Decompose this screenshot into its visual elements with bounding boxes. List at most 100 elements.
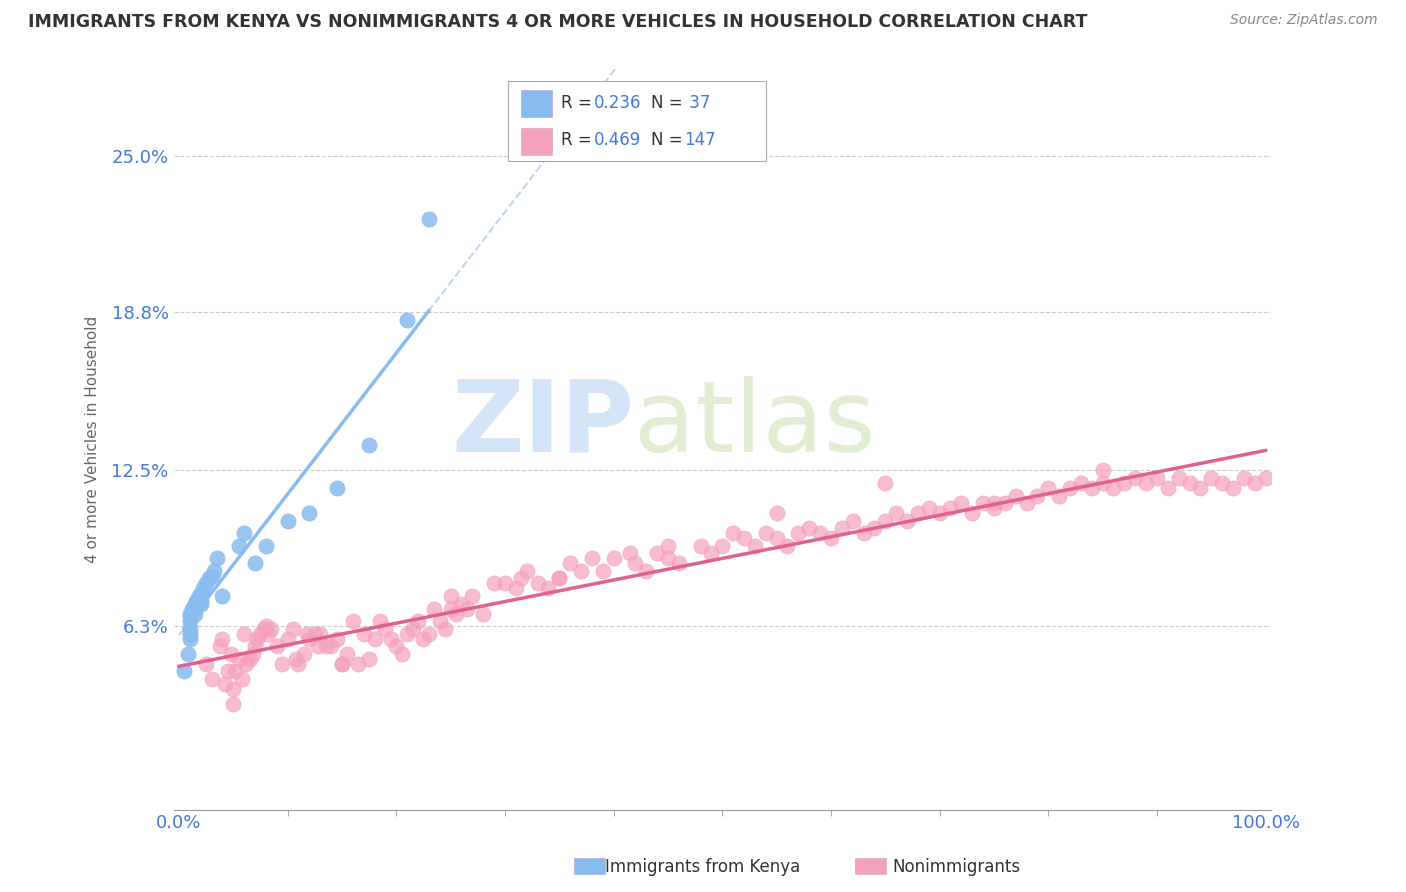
Point [537,582,560,596]
Text: 37: 37 [683,94,710,112]
Bar [522,128,553,154]
Point [960,506,983,520]
Point [186,594,208,608]
Point [325,481,347,495]
Point [619,546,641,560]
Point [505,582,527,596]
Point [374,622,396,636]
Text: Nonimmigrants: Nonimmigrants [891,858,1021,876]
Point [181,601,204,615]
Point [1091,475,1114,490]
Point [179,607,201,621]
Point [482,576,505,591]
Point [359,438,381,452]
Point [191,582,214,596]
Point [592,564,614,578]
Point [233,526,256,541]
Point [309,626,332,640]
Point [983,496,1005,510]
Point [1026,489,1049,503]
Point [1222,481,1244,495]
Point [187,591,209,606]
Point [1059,481,1081,495]
Point [295,626,318,640]
Point [516,564,538,578]
Point [875,514,897,528]
Point [242,647,264,661]
Point [1167,471,1189,485]
Point [636,564,658,578]
Point [184,597,207,611]
Point [787,526,810,541]
Point [396,626,419,640]
Point [765,531,787,545]
Point [841,514,863,528]
Y-axis label: 4 or more Vehicles in Household: 4 or more Vehicles in Household [86,316,100,563]
Point [950,496,973,510]
Point [228,652,250,666]
Point [298,506,321,520]
Point [1135,475,1157,490]
Point [176,647,198,661]
Point [548,571,571,585]
Point [187,589,209,603]
Point [214,677,236,691]
Point [219,647,242,661]
Point [246,632,269,646]
Point [668,557,690,571]
Point [281,622,304,636]
Point [1243,475,1265,490]
Point [260,622,283,636]
Point [233,626,256,640]
Point [510,571,533,585]
Point [217,665,239,679]
Point [721,526,744,541]
Point [315,640,337,654]
Point [209,640,232,654]
Point [1211,475,1233,490]
Text: N =: N = [651,94,688,112]
Point [198,571,221,585]
Point [179,632,201,646]
Point [657,539,679,553]
Point [983,501,1005,516]
Point [820,531,842,545]
Point [1189,481,1212,495]
Point [1015,496,1038,510]
Point [711,539,734,553]
Point [918,501,941,516]
Bar [522,90,553,117]
Point [472,607,495,621]
Point [179,609,201,624]
Point [330,657,353,671]
Point [205,551,228,566]
Point [173,665,195,679]
Text: N =: N = [651,131,688,149]
Point [624,557,647,571]
Bar [855,858,886,874]
Point [744,539,766,553]
Point [1004,489,1026,503]
Text: 147: 147 [683,131,716,149]
Point [418,626,440,640]
Point [928,506,950,520]
Point [799,521,821,535]
Point [1146,471,1168,485]
Point [190,586,212,600]
Point [211,589,233,603]
Point [319,640,342,654]
Point [266,640,288,654]
Point [1123,471,1146,485]
Point [429,614,451,628]
Point [418,212,440,227]
Text: ZIP: ZIP [451,376,634,473]
Point [179,614,201,628]
Point [645,546,668,560]
Point [765,506,787,520]
Point [342,614,364,628]
Point [200,672,222,686]
Text: atlas: atlas [634,376,876,473]
Point [336,647,359,661]
Point [254,619,277,633]
Point [1178,475,1201,490]
